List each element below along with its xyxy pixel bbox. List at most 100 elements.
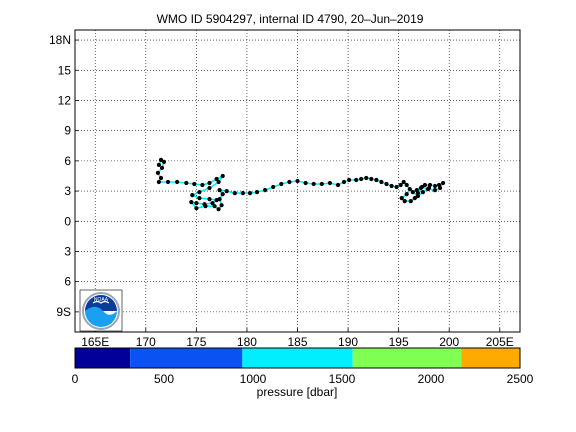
- colorbar-segment: [130, 348, 243, 368]
- profile-point: [441, 180, 446, 186]
- y-tick-label: 18N: [49, 33, 71, 47]
- colorbar-tick-label: 2000: [418, 372, 445, 386]
- profile-point: [404, 192, 409, 197]
- colorbar-tick-label: 2500: [507, 372, 534, 386]
- x-tick-label: 165E: [81, 335, 109, 349]
- profile-point: [207, 180, 212, 186]
- profile-point: [420, 190, 425, 195]
- colorbar-tick-label: 0: [72, 372, 79, 386]
- colorbar-segment: [352, 348, 462, 368]
- x-tick-labels: 165E 170 175 180 185 190 195 200 205E: [81, 335, 514, 349]
- profile-point: [432, 188, 438, 193]
- profile-point: [263, 188, 268, 193]
- colorbar-segment: [461, 348, 520, 368]
- profile-point: [212, 204, 217, 209]
- profile-point: [189, 200, 194, 205]
- y-tick-label: 0: [64, 214, 71, 228]
- profile-point: [224, 189, 229, 194]
- logo-lettering: NOAA: [94, 297, 109, 303]
- x-tick-label: 185: [287, 335, 307, 349]
- y-tick-label: 6: [64, 154, 71, 168]
- profile-point: [327, 180, 332, 186]
- profile-point: [399, 196, 404, 201]
- profile-point: [303, 180, 308, 186]
- profile-point: [210, 201, 215, 206]
- y-tick-label: 12: [58, 93, 72, 107]
- profile-point: [335, 182, 341, 188]
- profile-point: [194, 201, 199, 206]
- profile-point: [408, 199, 413, 204]
- profile-point: [200, 182, 205, 188]
- profile-point: [240, 191, 245, 196]
- profile-point: [155, 170, 160, 175]
- profile-point: [156, 179, 161, 185]
- profile-point: [369, 176, 374, 182]
- y-tick-label: 3: [64, 184, 71, 198]
- profile-point: [364, 175, 369, 181]
- profile-point: [197, 196, 202, 201]
- profile-point: [217, 188, 222, 193]
- profile-point: [232, 191, 237, 196]
- profile-point: [438, 185, 443, 191]
- profile-point: [295, 178, 300, 184]
- profile-point: [161, 159, 167, 164]
- profile-point: [194, 206, 199, 211]
- profile-point: [220, 192, 225, 197]
- map-plot-area: 165E 170 175 180 185 190 195 200 205E 18N 15 12 9 6 3…: [49, 29, 521, 349]
- y-tick-label: 3: [64, 244, 71, 258]
- colorbar-tick-label: 500: [154, 372, 174, 386]
- pressure-colorbar: 0 500 1000 1500 2000 2500 pressure [dbar]: [72, 347, 534, 399]
- y-tick-labels: 18N 15 12 9 6 3 0 3 6 9S: [49, 33, 71, 319]
- colorbar-border: [74, 347, 521, 369]
- profile-point: [347, 177, 352, 183]
- profile-point: [414, 188, 419, 193]
- profile-point: [158, 175, 164, 181]
- profile-point: [419, 184, 424, 190]
- colorbar-segments: [75, 348, 520, 368]
- profile-point: [192, 181, 197, 187]
- profile-point: [401, 179, 406, 185]
- profile-point: [207, 185, 212, 191]
- profile-point: [341, 179, 347, 185]
- profile-point: [184, 180, 189, 186]
- profile-point: [398, 182, 403, 188]
- profile-point: [190, 193, 195, 198]
- profile-point: [426, 185, 432, 191]
- noaa-logo: NOAA: [79, 289, 123, 332]
- profile-point: [214, 176, 219, 182]
- colorbar-tick-label: 1500: [329, 372, 356, 386]
- profile-point: [379, 179, 384, 185]
- logo-seagull-icon: [92, 300, 110, 304]
- profile-point: [410, 190, 415, 195]
- profile-point: [254, 190, 260, 195]
- profile-point: [394, 184, 399, 190]
- profile-point: [271, 184, 276, 190]
- profile-point: [158, 157, 164, 162]
- profile-point: [247, 191, 253, 196]
- x-tick-label: 180: [237, 335, 257, 349]
- profile-point: [216, 207, 221, 212]
- x-tick-label: 200: [439, 335, 459, 349]
- profile-point: [159, 165, 165, 170]
- x-tick-label: 195: [389, 335, 409, 349]
- profile-point: [389, 183, 394, 189]
- chart-title: WMO ID 5904297, internal ID 4790, 20–Jun…: [157, 12, 424, 26]
- profile-point: [404, 182, 409, 188]
- x-tick-label: 205E: [486, 335, 514, 349]
- float-track: [155, 157, 446, 212]
- profile-point: [359, 176, 364, 182]
- colorbar-segment: [242, 348, 353, 368]
- y-tick-label: 9: [64, 124, 71, 138]
- logo-wave: [85, 306, 117, 327]
- profile-point: [422, 182, 427, 188]
- profile-point: [319, 181, 324, 187]
- profile-point: [311, 181, 316, 187]
- profile-point: [279, 181, 284, 187]
- x-tick-label: 175: [186, 335, 206, 349]
- profile-point: [374, 177, 379, 183]
- profile-point: [432, 183, 438, 189]
- colorbar-tick-labels: 0 500 1000 1500 2000 2500: [72, 372, 534, 386]
- y-tick-label: 9S: [56, 305, 71, 319]
- profile-point: [175, 179, 180, 185]
